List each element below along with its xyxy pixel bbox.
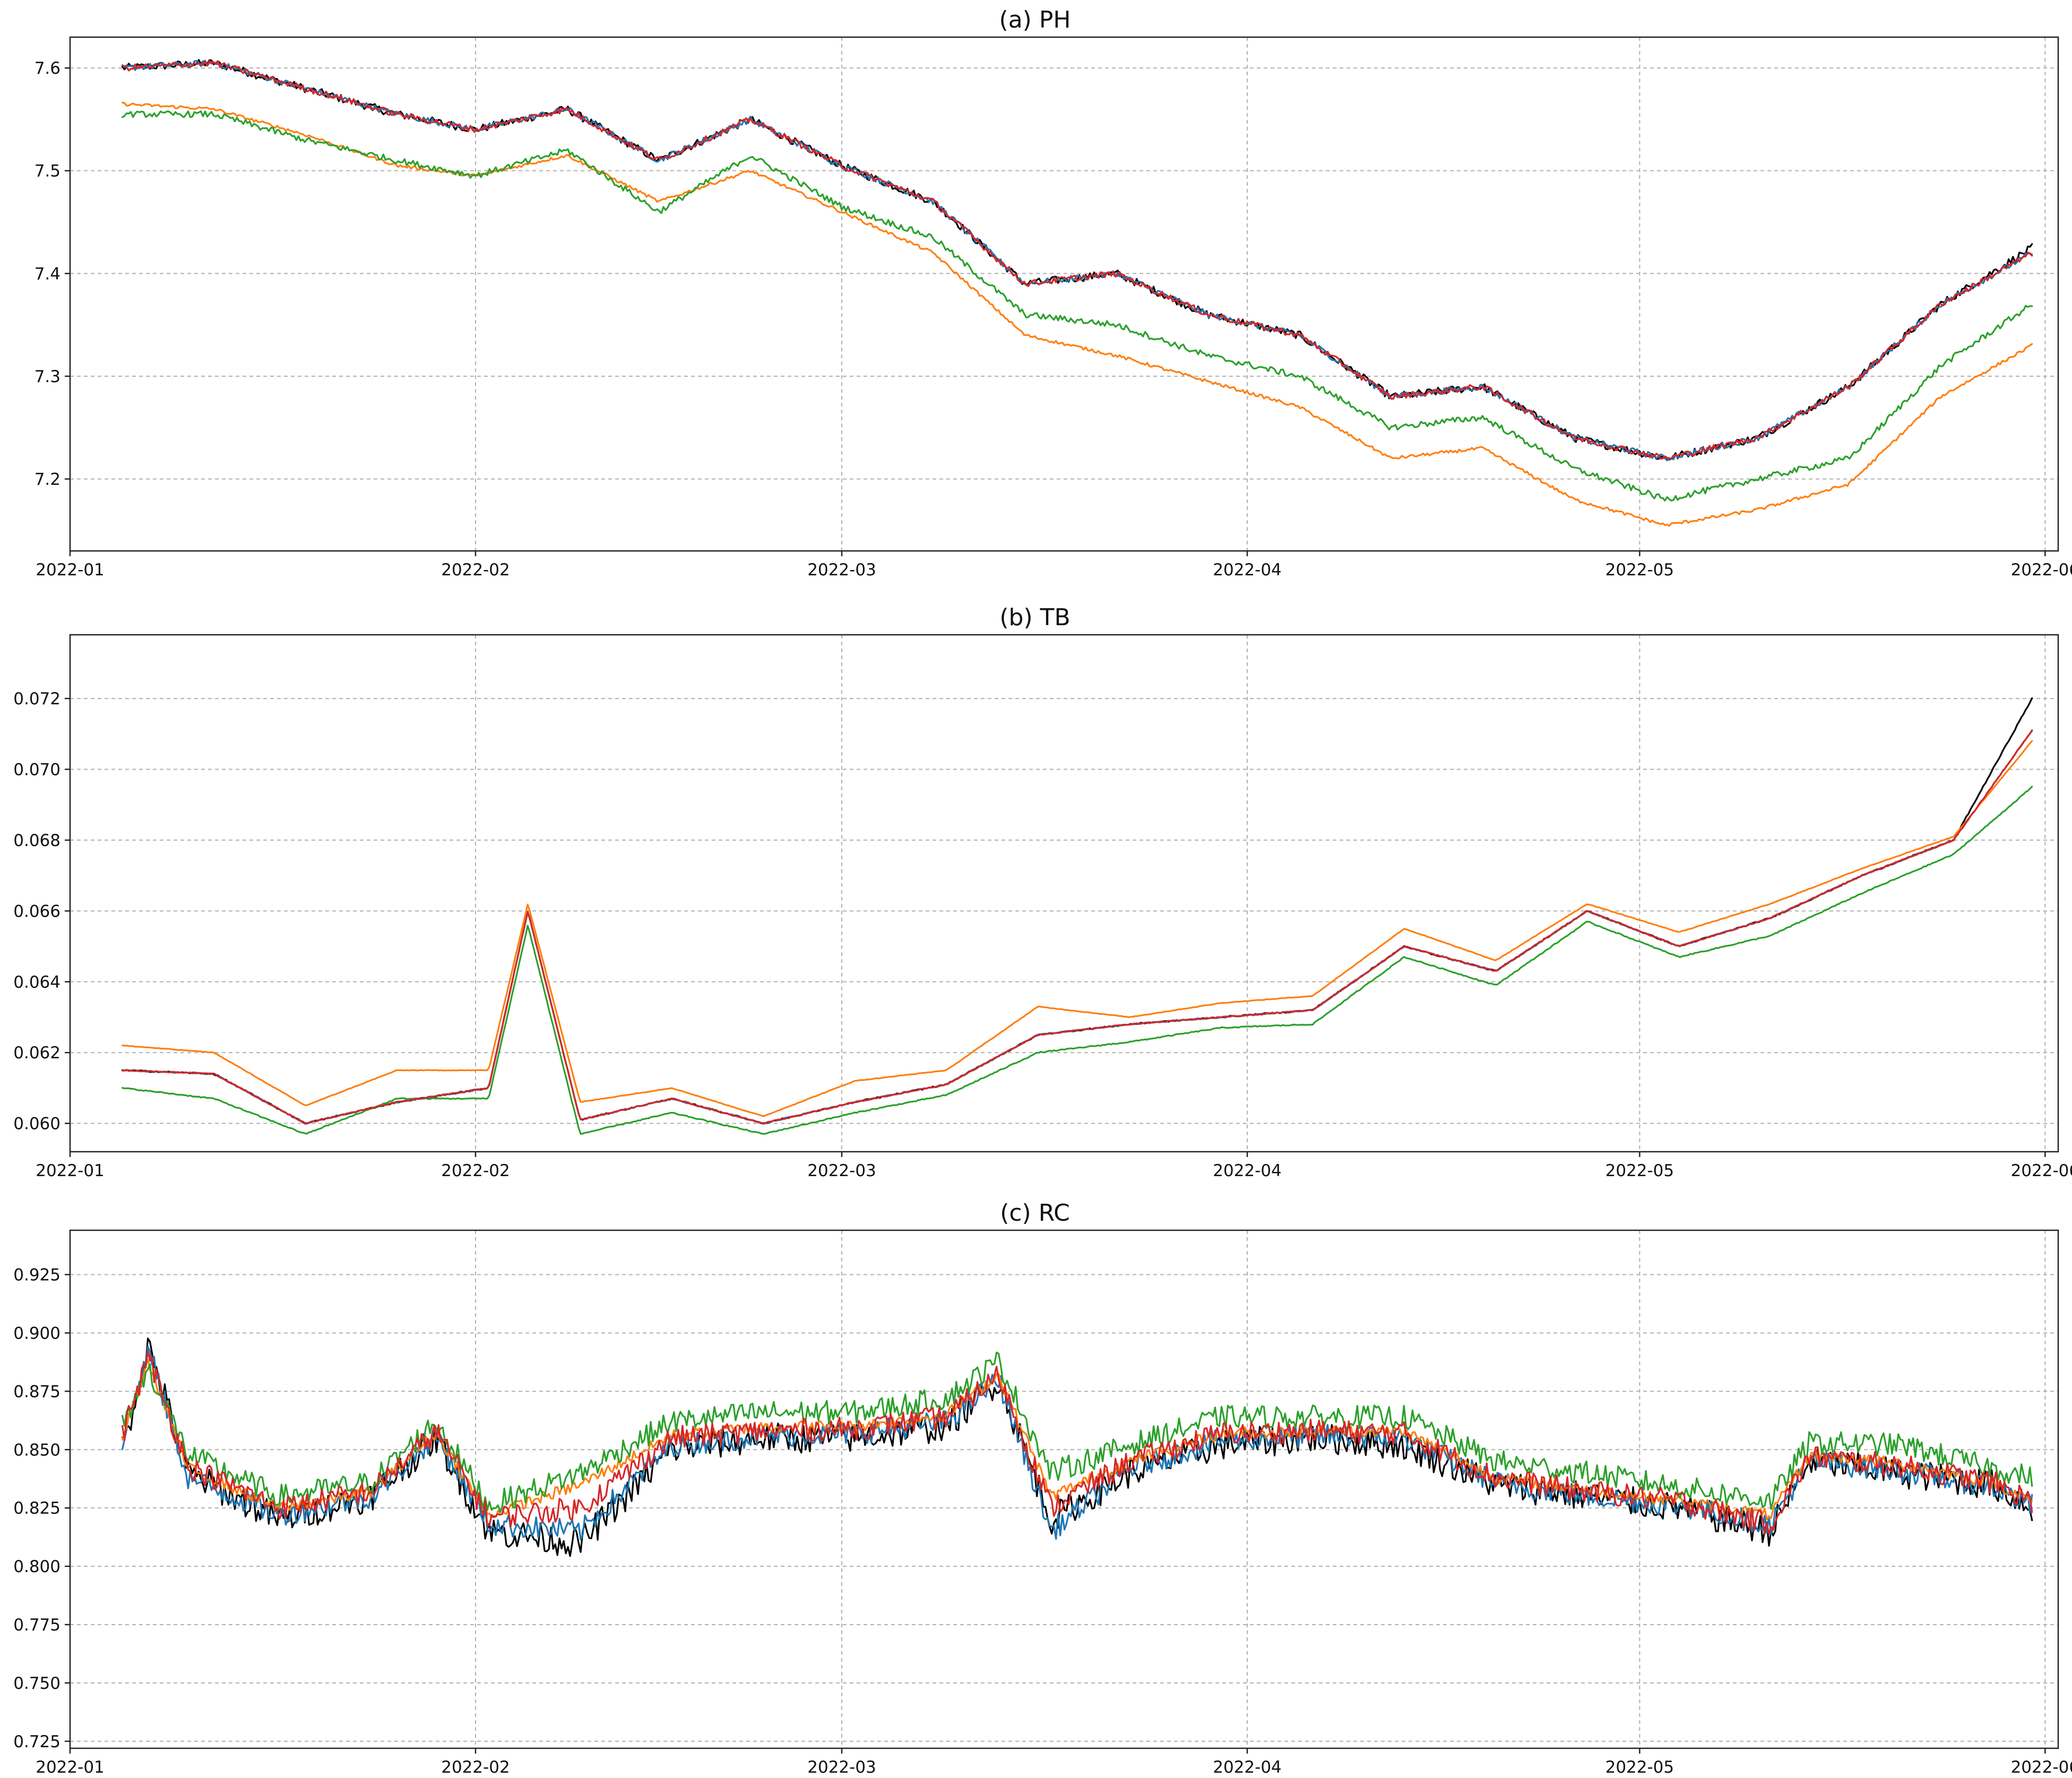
x-tick-label: 2022-03	[807, 1161, 876, 1180]
panel-ph: (a) PH 2022-01 2022-02 2022-03 2022-04 2022-…	[34, 6, 2072, 580]
x-tick-label: 2022-04	[1213, 560, 1282, 580]
panel-rc: (c) RC 2022-01 2022-02 2022-03 2022-04 2022-…	[13, 1199, 2072, 1777]
series-line-4	[122, 1350, 2033, 1535]
panel-tb: (b) TB 2022-01 2022-02 2022-03 2022-04 2022-…	[13, 604, 2072, 1180]
series-line-2	[122, 101, 2033, 527]
y-tick-label: 0.062	[13, 1043, 61, 1063]
x-tick-label: 2022-02	[441, 1161, 510, 1180]
y-tick-label: 0.850	[13, 1440, 61, 1460]
x-tick-label: 2022-01	[36, 1758, 105, 1777]
y-tick-label: 0.875	[13, 1382, 61, 1401]
series-line-4	[122, 730, 2033, 1125]
y-tick-label: 0.725	[13, 1732, 61, 1751]
series-line-1	[122, 59, 2033, 462]
panel-title: (c) RC	[1000, 1199, 1070, 1227]
axes-frame	[69, 1229, 2059, 1749]
series-line-2	[122, 740, 2033, 1117]
panel-title: (a) PH	[999, 6, 1071, 33]
x-tick-label: 2022-05	[1605, 1161, 1674, 1180]
series-line-4	[122, 59, 2033, 460]
x-tick-label: 2022-04	[1213, 1161, 1282, 1180]
series-line-3	[122, 1351, 2033, 1513]
series-line-3	[122, 786, 2033, 1135]
x-tick-label: 2022-05	[1605, 1758, 1674, 1777]
x-tick-label: 2022-04	[1213, 1758, 1282, 1777]
y-tick-label: 0.775	[13, 1616, 61, 1635]
x-tick-label: 2022-03	[807, 560, 876, 580]
y-tick-label: 0.064	[13, 973, 61, 992]
x-tick-label: 2022-06	[2011, 1161, 2072, 1180]
x-tick-label: 2022-01	[36, 1161, 105, 1180]
y-tick-label: 7.3	[34, 367, 61, 386]
y-tick-label: 0.800	[13, 1557, 61, 1576]
x-tick-label: 2022-02	[441, 560, 510, 580]
y-tick-label: 0.825	[13, 1499, 61, 1518]
y-tick-label: 7.6	[34, 59, 61, 78]
x-tick-label: 2022-06	[2011, 1758, 2072, 1777]
x-tick-label: 2022-03	[807, 1758, 876, 1777]
y-tick-label: 0.068	[13, 831, 61, 850]
y-tick-label: 0.066	[13, 902, 61, 921]
y-tick-label: 0.925	[13, 1266, 61, 1285]
series-line-0	[122, 59, 2033, 461]
axes-frame	[69, 36, 2059, 552]
y-tick-label: 7.4	[34, 264, 61, 283]
x-tick-label: 2022-06	[2011, 560, 2072, 580]
x-tick-label: 2022-01	[36, 560, 105, 580]
panel-title: (b) TB	[999, 604, 1070, 631]
y-tick-label: 7.2	[34, 470, 61, 489]
y-tick-label: 0.900	[13, 1324, 61, 1343]
y-tick-label: 0.750	[13, 1674, 61, 1693]
axes-frame	[69, 634, 2059, 1153]
x-tick-label: 2022-02	[441, 1758, 510, 1777]
y-tick-label: 0.072	[13, 689, 61, 709]
y-tick-label: 0.060	[13, 1115, 61, 1134]
y-tick-label: 7.5	[34, 162, 61, 181]
x-tick-label: 2022-05	[1605, 560, 1674, 580]
series-line-3	[122, 110, 2033, 502]
y-tick-label: 0.070	[13, 761, 61, 780]
